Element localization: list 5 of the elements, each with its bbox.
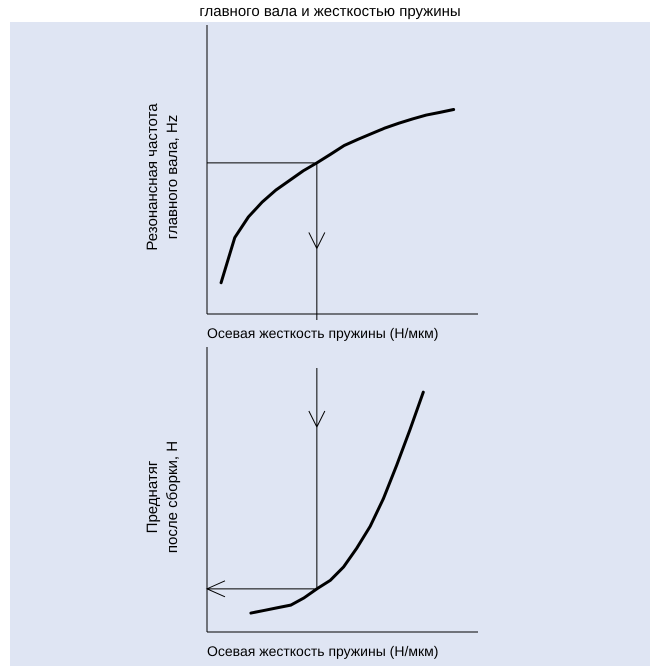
chart-title: главного вала и жесткостью пружины — [199, 3, 461, 20]
x-axis-title: Осевая жесткость пружины (Н/мкм) — [207, 325, 438, 341]
y-axis-title: Преднатяг после сборки, Н — [144, 440, 181, 554]
x-axis-title: Осевая жесткость пружины (Н/мкм) — [207, 643, 438, 659]
y-axis-title: Резонансная частота главного вала, Hz — [144, 102, 181, 251]
